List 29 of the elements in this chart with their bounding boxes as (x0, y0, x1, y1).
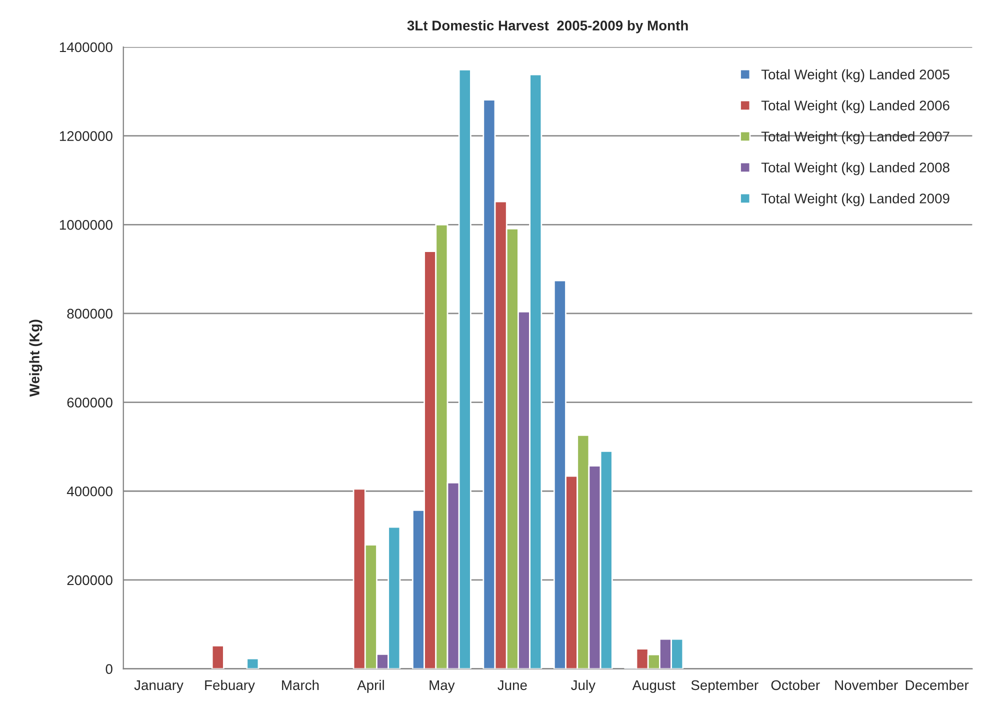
y-tick-label: 600000 (67, 398, 112, 408)
y-tick-label: 200000 (67, 575, 112, 586)
x-tick-label: June (498, 680, 527, 690)
x-tick-label: September (691, 680, 758, 693)
legend-label: Total Weight (kg) Landed 2008 (761, 162, 950, 176)
y-tick-label: 0 (106, 664, 112, 674)
x-tick-label: March (282, 680, 319, 690)
x-tick-label: January (134, 680, 184, 693)
legend-label: Total Weight (kg) Landed 2009 (761, 193, 950, 206)
y-tick-label: 400000 (66, 486, 112, 496)
y-axis-title: Weight (Kg) (29, 320, 42, 397)
x-tick-label: April (357, 680, 384, 693)
y-tick-label: 1400000 (60, 42, 112, 52)
x-tick-label: December (906, 680, 969, 690)
legend-label: Total Weight (kg) Landed 2005 (761, 69, 950, 82)
bar (211, 644, 224, 669)
legend-label: Total Weight (kg) Landed 2007 (761, 131, 950, 144)
y-tick-label: 1000000 (60, 220, 112, 230)
legend-label: Total Weight (kg) Landed 2006 (761, 100, 950, 114)
x-tick-label: November (835, 680, 898, 690)
bar (246, 658, 260, 669)
y-tick-label: 1200000 (60, 131, 112, 141)
x-tick-label: May (430, 680, 455, 693)
x-tick-label: August (632, 680, 676, 693)
x-tick-label: October (771, 680, 820, 690)
x-tick-label: July (571, 680, 596, 693)
x-tick-label: Febuary (205, 680, 255, 693)
y-tick-label: 800000 (67, 308, 112, 319)
chart-title: 3Lt Domestic Harvest 2005-2009 by Month (407, 20, 688, 34)
